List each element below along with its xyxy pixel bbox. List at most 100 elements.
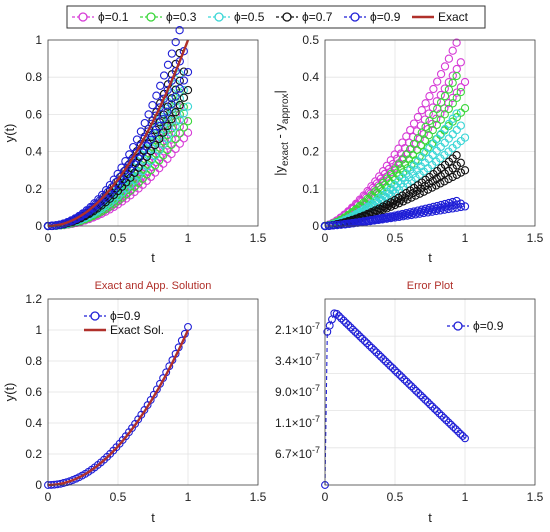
ytick-label: 0.2 xyxy=(25,182,42,196)
data-point xyxy=(405,380,413,388)
data-point xyxy=(179,47,188,56)
data-point xyxy=(148,101,157,110)
ylabel-part-end: | xyxy=(272,90,287,93)
data-point xyxy=(163,121,172,131)
ylabel-top-left: y(t) xyxy=(2,124,17,143)
data-point xyxy=(390,150,399,159)
data-point xyxy=(171,108,180,117)
xlabel-bottom-left: t xyxy=(151,510,155,525)
xtick-label: 1.5 xyxy=(250,231,267,245)
data-point xyxy=(440,62,450,71)
data-point xyxy=(393,368,402,377)
data-point xyxy=(155,146,164,155)
ytick-label: 0.3 xyxy=(302,107,319,121)
data-point xyxy=(456,58,465,67)
xtick-label: 0.5 xyxy=(110,490,127,504)
data-point xyxy=(417,128,426,137)
data-point xyxy=(403,149,412,158)
data-point xyxy=(378,213,388,223)
data-point xyxy=(159,71,169,80)
data-point xyxy=(409,384,418,393)
legend-label: ϕ=0.3 xyxy=(166,10,197,24)
ytick-exp: -7 xyxy=(312,383,320,393)
data-point xyxy=(460,104,470,113)
data-point xyxy=(376,174,386,183)
data-point xyxy=(183,102,193,111)
ytick-base: 6.7×10 xyxy=(275,447,312,461)
data-point xyxy=(427,119,437,129)
ytick-label: 1.1×10-7 xyxy=(275,414,320,430)
data-point xyxy=(175,100,184,110)
data-point xyxy=(456,158,465,167)
data-point xyxy=(440,124,450,134)
data-point xyxy=(388,364,397,373)
data-point xyxy=(175,94,184,103)
data-point xyxy=(353,330,362,339)
data-point xyxy=(155,164,164,173)
ylabel-part-sub1: exact xyxy=(280,142,291,166)
legend-marker-circle xyxy=(78,12,88,22)
ytick-exp: -7 xyxy=(312,445,320,455)
data-point xyxy=(163,107,172,116)
data-point xyxy=(402,377,411,386)
legend-entry: ϕ=0.3 xyxy=(140,10,197,24)
data-point xyxy=(179,93,189,102)
data-point xyxy=(400,143,410,153)
data-point xyxy=(447,420,455,429)
data-point xyxy=(159,151,168,160)
data-point xyxy=(386,212,395,221)
data-point xyxy=(415,189,424,198)
data-point xyxy=(433,104,442,113)
data-point xyxy=(382,161,392,170)
ytick-base: 1.1×10 xyxy=(275,416,312,430)
data-point xyxy=(130,160,139,169)
data-point xyxy=(347,218,357,228)
data-point xyxy=(460,77,470,87)
ytick-label: 0.6 xyxy=(25,107,42,121)
data-point xyxy=(150,128,160,138)
data-point xyxy=(456,202,466,212)
data-point xyxy=(328,221,337,230)
data-point xyxy=(423,124,433,134)
xtick-label: 0.5 xyxy=(110,231,127,245)
ytick-label: 1.2 xyxy=(25,292,42,306)
data-point xyxy=(356,332,364,341)
data-point xyxy=(332,220,341,230)
ylabel-bottom-left: y(t) xyxy=(2,383,17,402)
data-point xyxy=(429,110,438,120)
data-point xyxy=(444,104,453,114)
xtick-label: 0.5 xyxy=(387,231,404,245)
data-point xyxy=(150,140,160,150)
data-point xyxy=(382,212,392,222)
data-point xyxy=(159,94,168,103)
data-point xyxy=(337,314,346,323)
title-bottom-right: Error Plot xyxy=(407,280,453,292)
data-point xyxy=(396,149,406,158)
xtick-label: 1.5 xyxy=(527,490,544,504)
data-point xyxy=(171,92,180,101)
xtick-label: 1 xyxy=(462,231,469,245)
data-point xyxy=(440,91,450,101)
xtick-label: 0 xyxy=(45,490,52,504)
data-point xyxy=(171,37,180,47)
data-point xyxy=(163,60,173,69)
data-point xyxy=(392,197,402,206)
legend-marker-circle xyxy=(90,311,100,321)
data-point xyxy=(458,432,467,440)
data-point xyxy=(395,370,404,379)
ytick-label: 0 xyxy=(35,478,42,492)
data-point xyxy=(175,76,184,85)
data-point xyxy=(365,341,374,350)
ytick-exp: -7 xyxy=(312,414,320,424)
data-point xyxy=(171,134,180,144)
data-point xyxy=(456,83,466,92)
data-point xyxy=(456,121,465,130)
data-point xyxy=(460,133,470,142)
data-point xyxy=(403,195,412,204)
data-point xyxy=(360,337,369,345)
data-point xyxy=(452,196,461,206)
data-point xyxy=(411,191,420,200)
xtick-label: 1 xyxy=(185,231,192,245)
data-point xyxy=(155,134,164,144)
series-Exact Sol. xyxy=(48,329,190,487)
